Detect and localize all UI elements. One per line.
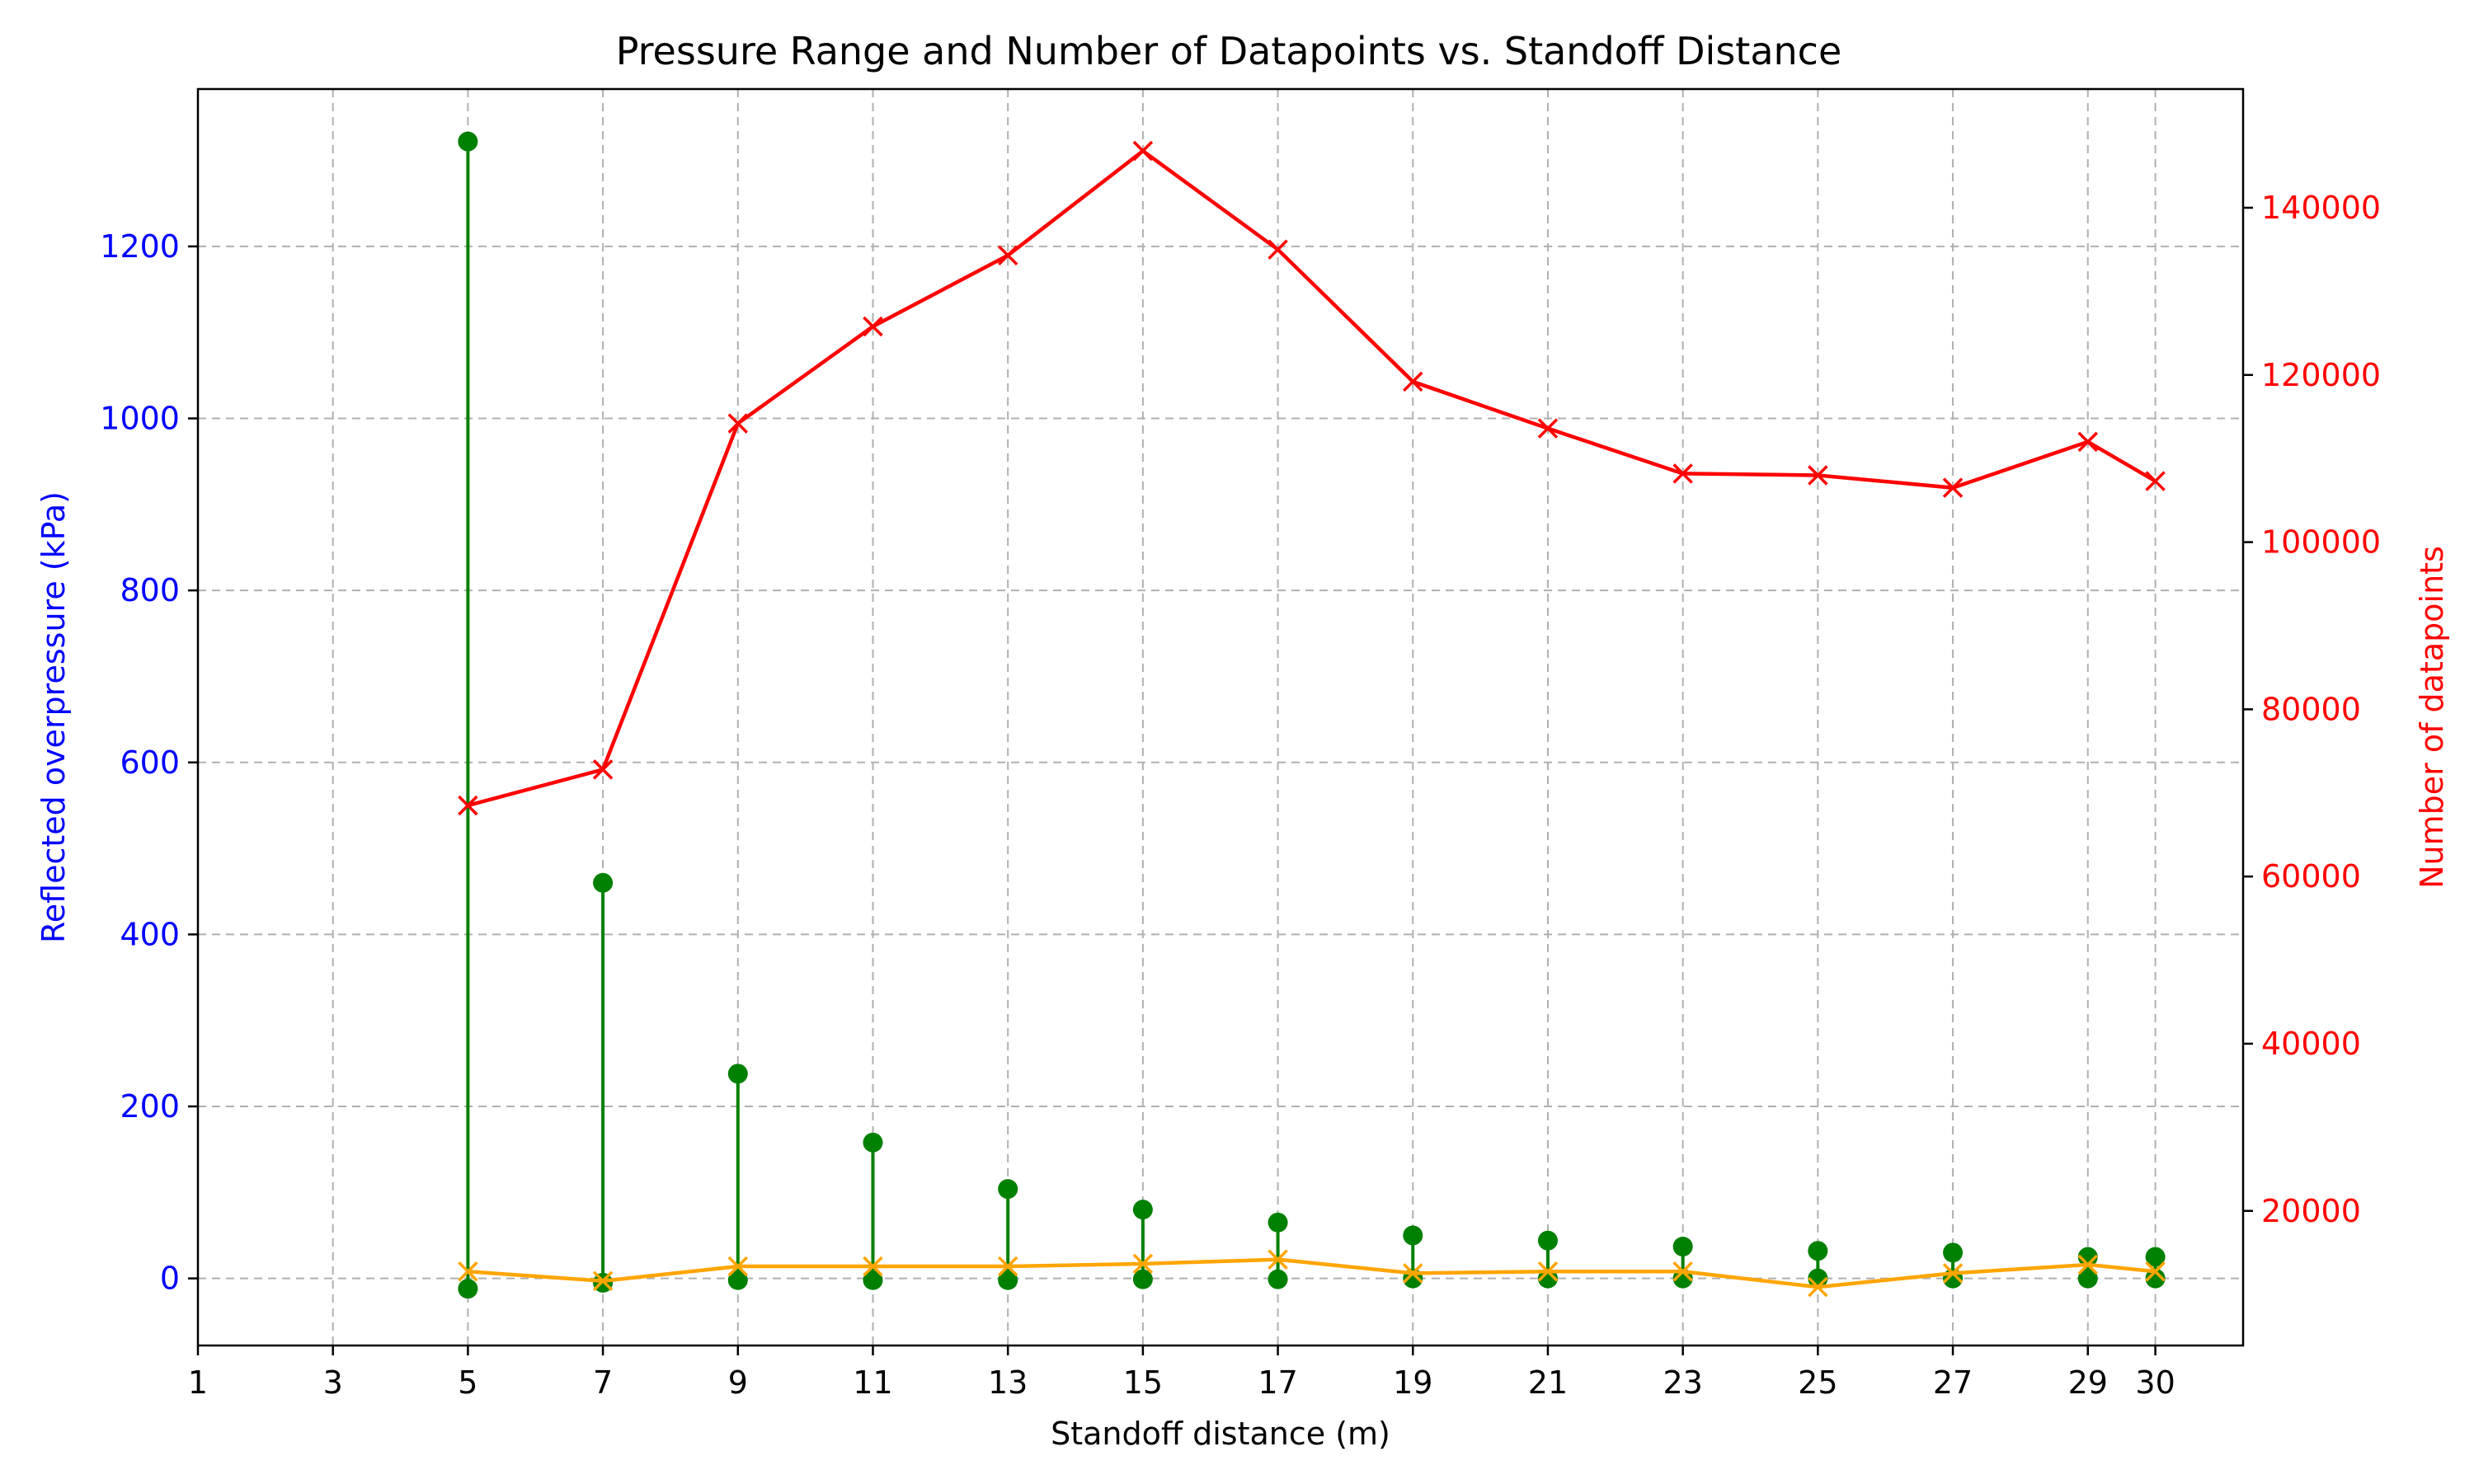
y-axis-right: 20000 40000 60000 80000 100000 120000 140000 <box>2243 190 2381 1229</box>
x-tick-label: 5 <box>458 1364 477 1401</box>
y-tick-label: 1000 <box>100 401 180 437</box>
mean-line <box>468 1257 2156 1289</box>
x-tick-label: 9 <box>728 1364 748 1401</box>
range-min-point <box>2077 1268 2098 1289</box>
range-min-point <box>458 1279 478 1299</box>
mean-point <box>1268 1249 1288 1270</box>
range-max-point <box>998 1179 1018 1200</box>
mean-point <box>2077 1254 2098 1275</box>
mean-point <box>592 1270 614 1292</box>
x-tick-label: 19 <box>1393 1364 1432 1401</box>
range-max-point <box>1537 1230 1558 1251</box>
range-max-point <box>1403 1225 1423 1246</box>
mean-point <box>1403 1263 1423 1284</box>
mean-point <box>1132 1253 1154 1275</box>
y2-tick-label: 120000 <box>2261 357 2381 393</box>
chart-title: Pressure Range and Number of Datapoints … <box>616 29 1842 73</box>
y-tick-label: 600 <box>120 744 180 781</box>
range-max-point <box>1943 1242 1964 1263</box>
mean-point <box>2145 1261 2166 1282</box>
count-line <box>467 148 2157 808</box>
y2-axis-label: Number of datapoints <box>2414 546 2450 889</box>
range-max-point <box>727 1064 748 1084</box>
plot-frame <box>196 87 2245 1347</box>
x-tick-label: 1 <box>188 1364 208 1401</box>
mean-point <box>1942 1263 1964 1284</box>
range-max-point <box>2077 1247 2098 1267</box>
count-point <box>1942 477 1964 498</box>
range-min-point <box>998 1270 1018 1290</box>
mean-point <box>1537 1261 1559 1282</box>
x-tick-label: 3 <box>323 1364 343 1401</box>
range-min-point <box>863 1270 883 1290</box>
range-max-point <box>1672 1237 1693 1257</box>
y-tick-label: 1200 <box>100 228 180 265</box>
x-tick-label: 15 <box>1123 1364 1163 1401</box>
x-axis-label: Standoff distance (m) <box>1051 1416 1390 1452</box>
count-point <box>863 316 883 337</box>
count-point <box>1268 239 1288 260</box>
mean-point <box>1672 1261 1693 1282</box>
y-tick-label: 200 <box>120 1088 180 1125</box>
mean-point <box>727 1256 749 1277</box>
x-tick-label: 11 <box>853 1364 892 1401</box>
y-axis-left: 0 200 400 600 800 1000 1200 <box>100 228 198 1297</box>
y-tick-label: 800 <box>120 572 180 608</box>
x-tick-label: 25 <box>1798 1364 1837 1401</box>
count-point <box>1132 140 1154 162</box>
x-tick-label: 13 <box>988 1364 1028 1401</box>
y-tick-label: 0 <box>160 1261 180 1297</box>
range-max-point <box>1132 1200 1153 1220</box>
grid <box>197 89 2243 1345</box>
count-point <box>1808 465 1828 486</box>
y2-tick-label: 140000 <box>2261 190 2381 226</box>
x-tick-label: 27 <box>1933 1364 1973 1401</box>
y2-tick-label: 60000 <box>2261 858 2361 895</box>
range-min-point <box>727 1270 748 1290</box>
y2-tick-label: 20000 <box>2261 1193 2361 1229</box>
x-tick-label: 17 <box>1258 1364 1297 1401</box>
y-axis-label: Reflected overpressure (kPa) <box>35 491 72 943</box>
x-axis: 1 3 5 7 9 11 13 15 17 19 21 23 25 27 29 30 <box>188 1345 2175 1401</box>
range-series <box>458 131 2166 1299</box>
y2-tick-label: 80000 <box>2261 691 2361 727</box>
mean-point <box>997 1256 1018 1277</box>
range-max-point <box>1808 1241 1828 1261</box>
range-min-point <box>1132 1269 1153 1289</box>
x-tick-label: 7 <box>593 1364 613 1401</box>
count-point <box>1537 418 1559 439</box>
range-min-point <box>2145 1268 2166 1289</box>
count-series <box>458 140 2166 816</box>
count-point <box>2145 471 2166 491</box>
x-tick-label: 23 <box>1663 1364 1702 1401</box>
range-max-point <box>863 1132 883 1153</box>
y-tick-label: 400 <box>120 916 180 952</box>
count-point <box>1672 463 1693 484</box>
range-max-point <box>458 131 478 152</box>
mean-series <box>458 1249 2166 1298</box>
range-max-point <box>593 872 614 893</box>
range-min-point <box>1268 1269 1288 1289</box>
count-point <box>997 245 1018 266</box>
x-tick-label: 29 <box>2068 1364 2108 1401</box>
count-point <box>458 795 478 816</box>
mean-point <box>863 1256 883 1277</box>
count-point <box>727 413 749 434</box>
y2-tick-label: 40000 <box>2261 1026 2361 1062</box>
count-point <box>1403 371 1423 392</box>
y2-tick-label: 100000 <box>2261 524 2381 561</box>
range-min-point <box>1537 1268 1558 1289</box>
range-max-point <box>2145 1247 2166 1267</box>
x-tick-label: 21 <box>1528 1364 1568 1401</box>
count-point <box>592 759 614 780</box>
count-point <box>2077 431 2098 453</box>
mean-point <box>458 1261 478 1282</box>
mean-point <box>1808 1276 1828 1298</box>
range-max-point <box>1268 1212 1288 1233</box>
x-tick-label: 30 <box>2135 1364 2175 1401</box>
